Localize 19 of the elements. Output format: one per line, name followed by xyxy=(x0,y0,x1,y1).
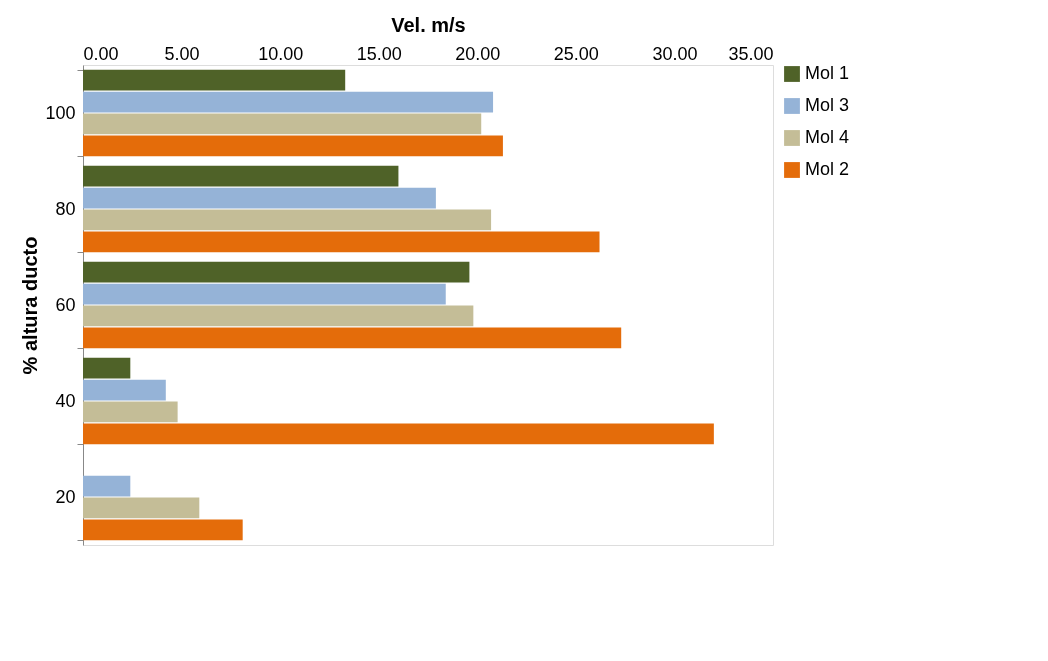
x-axis-title: Vel. m/s xyxy=(391,13,466,36)
x-tick-label: 10.00 xyxy=(258,43,304,64)
y-axis-title: % altura ducto xyxy=(19,236,42,375)
x-tick-label: 25.00 xyxy=(553,43,599,64)
y-tick-label: 80 xyxy=(55,198,76,219)
y-tick-label: 60 xyxy=(55,294,76,315)
x-tick-label: 15.00 xyxy=(356,43,402,64)
y-tick-label: 100 xyxy=(45,102,76,123)
legend-label: Mol 1 xyxy=(805,63,850,83)
legend-label: Mol 2 xyxy=(805,159,850,179)
y-tick-label: 40 xyxy=(55,390,76,411)
legend-label: Mol 3 xyxy=(805,95,850,115)
x-tick-label: 30.00 xyxy=(652,43,698,64)
x-tick-label: 35.00 xyxy=(728,43,774,64)
y-tick-label: 20 xyxy=(55,486,76,507)
legend-label: Mol 4 xyxy=(805,127,850,147)
x-tick-label: 0.00 xyxy=(83,43,119,64)
x-tick-label: 20.00 xyxy=(455,43,501,64)
x-tick-label: 5.00 xyxy=(164,43,200,64)
